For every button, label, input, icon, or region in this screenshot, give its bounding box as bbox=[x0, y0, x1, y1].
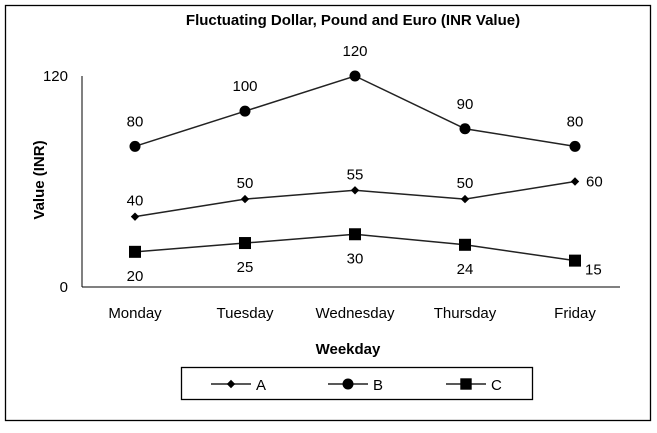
data-label-A: 40 bbox=[127, 193, 144, 210]
legend-box bbox=[180, 366, 534, 401]
data-point-A bbox=[240, 194, 250, 204]
data-label-A: 50 bbox=[457, 175, 474, 192]
data-label-B: 120 bbox=[342, 43, 367, 60]
data-point-A bbox=[570, 177, 580, 186]
data-label-C: 15 bbox=[585, 262, 602, 279]
y-tick-label: 0 bbox=[60, 279, 68, 296]
data-point-B bbox=[129, 140, 141, 152]
chart-frame bbox=[4, 4, 652, 422]
y-axis-title: Value (INR) bbox=[31, 140, 48, 219]
data-point-B bbox=[459, 123, 471, 135]
data-label-B: 100 bbox=[232, 78, 257, 95]
data-point-C bbox=[239, 237, 251, 250]
legend-label-A: A bbox=[256, 377, 266, 394]
data-point-A bbox=[460, 194, 470, 204]
legend-marker-C bbox=[460, 378, 472, 390]
data-label-B: 80 bbox=[567, 113, 584, 130]
data-label-C: 24 bbox=[457, 261, 474, 278]
data-label-B: 80 bbox=[127, 113, 144, 130]
legend-marker-A bbox=[226, 379, 236, 389]
data-label-A: 50 bbox=[237, 175, 254, 192]
x-axis-title: Weekday bbox=[316, 341, 381, 358]
legend-label-C: C bbox=[491, 377, 502, 394]
data-point-B bbox=[349, 70, 361, 82]
data-point-C bbox=[459, 238, 471, 251]
legend: A B C bbox=[211, 377, 502, 394]
data-label-A: 60 bbox=[586, 174, 603, 191]
legend-marker-B bbox=[342, 378, 354, 390]
data-point-C bbox=[349, 228, 361, 241]
chart-title: Fluctuating Dollar, Pound and Euro (INR … bbox=[186, 12, 520, 29]
x-tick-label: Thursday bbox=[434, 305, 497, 322]
x-tick-label: Monday bbox=[108, 305, 162, 322]
data-point-A bbox=[350, 186, 360, 195]
data-point-C bbox=[569, 254, 581, 267]
y-tick-label: 120 bbox=[43, 68, 68, 85]
series-line-B bbox=[134, 75, 576, 148]
x-tick-label: Friday bbox=[554, 305, 596, 322]
x-tick-label: Wednesday bbox=[316, 305, 395, 322]
data-label-C: 25 bbox=[237, 259, 254, 276]
data-point-B bbox=[239, 105, 251, 117]
plot-layer: 0 120 Monday Tuesday Wednesday Thursday Friday… bbox=[43, 43, 603, 322]
data-label-B: 90 bbox=[457, 96, 474, 113]
data-label-C: 20 bbox=[127, 268, 144, 285]
data-point-B bbox=[569, 140, 581, 152]
data-point-C bbox=[129, 245, 141, 258]
x-tick-label: Tuesday bbox=[217, 305, 274, 322]
data-label-A: 55 bbox=[347, 166, 364, 183]
legend-label-B: B bbox=[373, 377, 383, 394]
data-label-C: 30 bbox=[347, 250, 364, 267]
data-point-A bbox=[130, 212, 140, 221]
